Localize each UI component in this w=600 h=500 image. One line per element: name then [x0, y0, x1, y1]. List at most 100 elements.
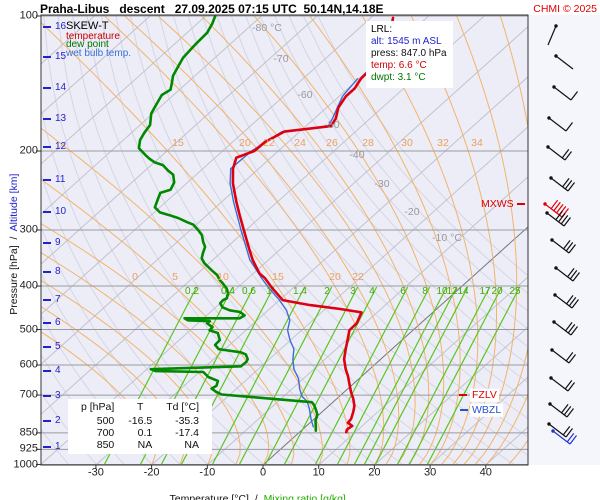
x-axis-mixing-label: Mixing ratio [g/kg]	[263, 493, 346, 500]
altitude-tick-label: 9	[55, 237, 61, 248]
mixing-ratio-label: 20	[491, 286, 503, 297]
altitude-tick-dash	[43, 56, 51, 58]
temperature-tick-label: 30	[423, 466, 437, 479]
page-title: Praha-Libus descent 27.09.2025 07:15 UTC…	[40, 2, 384, 16]
adiabat-label: 32	[437, 136, 449, 149]
legend-item-wet-bulb-temp-: wet bulb temp.	[66, 47, 132, 59]
adiabat-label: 24	[294, 136, 306, 149]
altitude-tick-label: 14	[55, 82, 67, 93]
isotherm-label: -50	[324, 118, 340, 131]
altitude-tick-dash	[43, 322, 51, 324]
adiabat-label: 22	[263, 136, 275, 149]
mixing-ratio-label: 12	[446, 286, 458, 297]
altitude-tick-label: 6	[55, 317, 61, 328]
isotherm-label: -80 °C	[252, 21, 282, 34]
temperature-tick-label: 20	[368, 466, 381, 479]
y-axis-separator: /	[8, 231, 20, 246]
y-axis-altitude-label: Altitude [km]	[8, 173, 20, 232]
altitude-tick-label: 12	[55, 141, 67, 152]
temperature-tick-label: -20	[143, 466, 160, 479]
mixing-ratio-label: 17	[479, 286, 491, 297]
lrl-info-line: alt: 1545 m ASL	[371, 36, 442, 47]
mixing-ratio-label: 1.4	[293, 286, 307, 297]
fzlv-label: FZLV	[470, 388, 499, 402]
wind-barb	[550, 238, 576, 254]
adiabat-label: 34	[471, 136, 483, 149]
y-axis-pressure-label: Pressure [hPa]	[8, 245, 20, 315]
altitude-tick-label: 7	[55, 294, 61, 305]
table-cell: NA	[137, 439, 153, 451]
table-row: 700 0.1 -17.4	[74, 427, 206, 439]
chart-type-label: SKEW-T	[66, 20, 109, 32]
copyright-note: CHMI © 2025	[533, 3, 597, 15]
adiabat-label: 26	[326, 136, 338, 149]
wind-barb	[546, 145, 572, 161]
table-cell: NA	[184, 439, 200, 451]
pressure-tick-label: 300	[19, 223, 38, 236]
altitude-tick-dash	[43, 26, 51, 28]
table-cell: -35.3	[175, 415, 200, 427]
altitude-tick-label: 8	[55, 266, 61, 277]
isotherm-label: -20	[404, 205, 420, 218]
altitude-tick-label: 5	[55, 341, 61, 352]
table-cell: -17.4	[175, 427, 200, 439]
adiabat-label: 22	[352, 270, 364, 283]
x-axis-temperature-label: Temperature [°C] /	[169, 493, 264, 500]
adiabat-label: 15	[172, 136, 184, 149]
altitude-tick-dash	[43, 146, 51, 148]
wind-barb	[549, 176, 575, 192]
adiabat-label: 10	[217, 270, 229, 283]
mxws-dash	[517, 203, 525, 205]
altitude-tick-dash	[43, 271, 51, 273]
pressure-tick-label: 700	[19, 388, 38, 401]
altitude-tick-dash	[43, 211, 51, 213]
pressure-tick-label: 850	[19, 426, 38, 439]
table-header: Td [°C]	[166, 401, 200, 413]
altitude-tick-label: 2	[55, 415, 61, 426]
isotherm-label: -30	[374, 177, 390, 190]
fzlv-dash	[459, 394, 467, 396]
pressure-tick-label: 1000	[13, 458, 38, 471]
mixing-ratio-label: 0.2	[185, 286, 199, 297]
pressure-tick-label: 400	[19, 279, 38, 292]
mixing-ratio-label: 1	[266, 286, 272, 297]
wind-barb	[547, 24, 558, 46]
pressure-tick-label: 500	[19, 323, 38, 336]
isotherm-label: -60	[297, 88, 313, 101]
lrl-info-line: dwpt: 3.1 °C	[371, 72, 426, 83]
altitude-tick-dash	[43, 242, 51, 244]
wind-barb	[551, 429, 577, 445]
adiabat-label: 20	[239, 136, 251, 149]
mixing-ratio-label: 25	[509, 286, 521, 297]
altitude-tick-dash	[43, 118, 51, 120]
wind-barb	[548, 402, 574, 418]
altitude-tick-dash	[43, 395, 51, 397]
wind-barb	[545, 210, 571, 227]
adiabat-label: 30	[401, 136, 413, 149]
pressure-tick-label: 100	[19, 9, 38, 22]
levels-table: p [hPa] T Td [°C] 500 -16.5 -35.3 700 0.1 -17.4 8…	[68, 399, 213, 454]
altitude-tick-dash	[43, 179, 51, 181]
mixing-ratio-label: 2	[324, 286, 330, 297]
y-axis-title: Pressure [hPa] / Altitude [km]	[0, 174, 32, 327]
mixing-ratio-label: 0.4	[221, 286, 235, 297]
adiabat-label: 28	[362, 136, 374, 149]
mixing-ratio-label: 3	[350, 286, 356, 297]
x-axis-title: Temperature [°C] / Mixing ratio [g/kg]	[158, 481, 346, 500]
wind-barb	[547, 116, 573, 132]
wind-barb	[552, 320, 578, 336]
isotherm-label: -10 °C	[432, 231, 462, 244]
altitude-tick-label: 16	[55, 21, 67, 32]
altitude-tick-dash	[43, 420, 51, 422]
wind-barb	[549, 376, 575, 392]
altitude-tick-dash	[43, 370, 51, 372]
wind-barb	[554, 54, 574, 70]
mxws-label: MXWS	[481, 197, 514, 210]
temperature-tick-label: 10	[312, 466, 325, 479]
mixing-ratio-label: 10	[436, 286, 448, 297]
table-row: 500 -16.5 -35.3	[74, 415, 206, 427]
lrl-heading: LRL:	[371, 24, 393, 35]
altitude-tick-dash	[43, 446, 51, 448]
wind-barb	[552, 85, 578, 101]
